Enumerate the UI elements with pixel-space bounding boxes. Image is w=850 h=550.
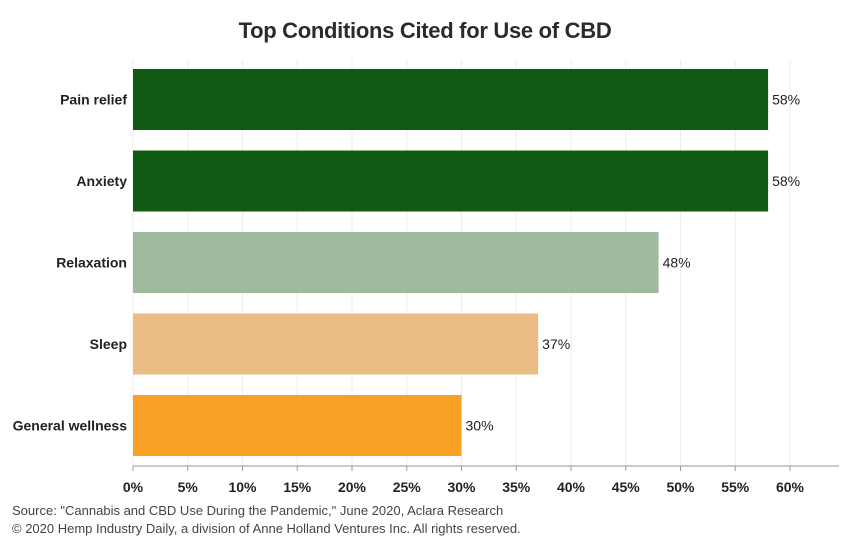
bar <box>133 232 659 293</box>
x-tick-label: 30% <box>447 479 476 495</box>
category-label: General wellness <box>13 418 128 434</box>
x-tick-label: 10% <box>228 479 257 495</box>
x-tick-label: 20% <box>338 479 367 495</box>
category-label: Pain relief <box>60 92 127 108</box>
chart-title: Top Conditions Cited for Use of CBD <box>238 18 612 43</box>
x-tick-label: 50% <box>666 479 695 495</box>
x-tick-label: 55% <box>721 479 750 495</box>
x-tick-label: 25% <box>393 479 422 495</box>
data-label: 58% <box>772 173 800 189</box>
x-tick-label: 45% <box>612 479 641 495</box>
category-label: Sleep <box>90 336 127 352</box>
bar <box>133 69 769 130</box>
category-label: Anxiety <box>76 173 127 189</box>
data-label: 37% <box>542 336 570 352</box>
copyright-note: © 2020 Hemp Industry Daily, a division o… <box>12 521 521 536</box>
data-label: 48% <box>663 255 691 271</box>
source-note: Source: "Cannabis and CBD Use During the… <box>12 503 504 518</box>
data-label: 30% <box>466 418 494 434</box>
x-tick-label: 5% <box>178 479 199 495</box>
x-tick-label: 15% <box>283 479 312 495</box>
x-axis: 0% 5% 10% 15% 20% 25% 30% 35% 40% 45% 50% 55% 60% <box>123 465 839 495</box>
x-tick-label: 35% <box>502 479 531 495</box>
x-tick-label: 60% <box>776 479 805 495</box>
bars: Pain relief 58% Anxiety 58% Relaxation 48% Sle… <box>13 69 800 456</box>
bar <box>133 313 539 375</box>
bar <box>133 150 769 212</box>
category-label: Relaxation <box>56 255 127 271</box>
bar <box>133 395 462 456</box>
x-tick-label: 40% <box>557 479 586 495</box>
data-label: 58% <box>772 92 800 108</box>
x-tick-label: 0% <box>123 479 144 495</box>
